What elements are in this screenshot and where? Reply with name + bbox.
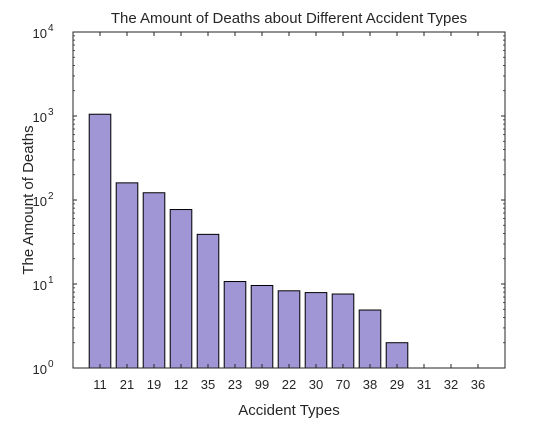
x-tick-label-11: 11 xyxy=(93,377,107,392)
y-tick-label-4: 10 xyxy=(33,26,47,41)
x-tick-label-30: 30 xyxy=(309,377,323,392)
y-tick-label-3: 10 xyxy=(33,110,47,125)
bars-group xyxy=(88,113,409,369)
y-tick-exponent-0: 0 xyxy=(48,359,54,370)
y-tick-base-3: 10 xyxy=(33,110,47,125)
y-tick-exponent-1: 1 xyxy=(48,275,54,286)
x-tick-label-29: 29 xyxy=(390,377,404,392)
bar-23 xyxy=(223,281,247,369)
y-tick-base-4: 10 xyxy=(33,26,47,41)
bar-99 xyxy=(250,284,274,369)
x-tick-label-22: 22 xyxy=(282,377,296,392)
chart-title: The Amount of Deaths about Different Acc… xyxy=(111,10,467,27)
x-tick-label-19: 19 xyxy=(147,377,161,392)
x-axis-title: Accident Types xyxy=(238,402,339,419)
y-tick-exponent-3: 3 xyxy=(48,107,54,118)
x-axis-ticks: 11 21 19 12 35 23 99 22 30 70 38 29 31 32 36 xyxy=(93,32,485,392)
y-tick-base-1: 10 xyxy=(33,278,47,293)
y-tick-base-0: 10 xyxy=(33,362,47,377)
bar-21 xyxy=(115,182,139,369)
bar-22 xyxy=(277,290,301,369)
bar-11 xyxy=(88,113,112,369)
y-tick-exponent-2: 2 xyxy=(48,191,54,202)
y-tick-exponent-4: 4 xyxy=(48,23,54,34)
bar-35 xyxy=(196,233,220,369)
y-tick-label-0: 10 xyxy=(33,362,47,377)
y-axis-title: The Amount of Deaths xyxy=(20,125,37,274)
x-tick-label-32: 32 xyxy=(444,377,458,392)
x-tick-label-31: 31 xyxy=(417,377,431,392)
bar-12 xyxy=(169,209,193,369)
bar-30 xyxy=(304,292,328,369)
x-tick-label-21: 21 xyxy=(120,377,134,392)
y-tick-label-2: 10 xyxy=(33,194,47,209)
bar-19 xyxy=(142,192,166,369)
x-tick-label-36: 36 xyxy=(471,377,485,392)
x-tick-label-12: 12 xyxy=(174,377,188,392)
bar-38 xyxy=(358,309,382,369)
y-tick-label-1: 10 xyxy=(33,278,47,293)
x-tick-label-23: 23 xyxy=(228,377,242,392)
x-tick-label-70: 70 xyxy=(336,377,350,392)
x-tick-label-35: 35 xyxy=(201,377,215,392)
y-tick-base-2: 10 xyxy=(33,194,47,209)
bar-70 xyxy=(331,293,355,369)
x-tick-label-99: 99 xyxy=(255,377,269,392)
x-tick-label-38: 38 xyxy=(363,377,377,392)
